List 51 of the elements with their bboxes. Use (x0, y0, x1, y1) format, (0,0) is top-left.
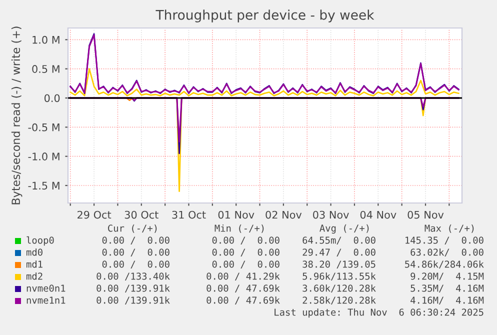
text: 3.60k/120.28k (302, 284, 376, 293)
x-tick-label: 04 Nov (360, 210, 396, 219)
text: 64.55m/ 0.00 (302, 236, 376, 245)
x-tick-label: 29 Oct (78, 210, 112, 219)
text: 0.00 /139.91k (96, 296, 170, 305)
text: 9.20M/ 4.15M (410, 272, 484, 281)
text: 5.96k/113.55k (302, 272, 376, 281)
text: 0.00 / 0.00 (212, 260, 280, 269)
legend-label: md0 (26, 248, 42, 256)
text: 0.00 / 47.69k (206, 296, 280, 305)
legend-label: md1 (26, 260, 42, 268)
text: 145.35 / 0.00 (406, 236, 484, 245)
text: 0.00 / 0.00 (212, 248, 280, 257)
text: 29.47 / 0.00 (302, 248, 376, 257)
x-tick-label: 02 Nov (266, 210, 302, 219)
legend-label: md2 (26, 272, 42, 280)
text: 0.00 / 0.00 (212, 236, 280, 245)
text: 63.02k/ 0.00 (410, 248, 484, 257)
x-tick-label: 01 Nov (218, 210, 254, 219)
y-tick-label: 1.0 M (32, 36, 60, 44)
text: 0.00 / 0.00 (102, 260, 170, 269)
x-tick-label: 05 Nov (408, 210, 444, 219)
legend-label: nvme1n1 (26, 296, 66, 304)
y-axis-title: Bytes/second read (-) / write (+) (11, 26, 22, 204)
text: 4.16M/ 4.16M (410, 296, 484, 305)
text: 2.58k/120.28k (302, 296, 376, 305)
legend-label: nvme0n1 (26, 284, 66, 292)
y-tick-label: -1.0 M (28, 152, 60, 160)
text: Max (-/+) (424, 224, 474, 233)
text: 0.00 / 41.29k (206, 272, 280, 281)
y-tick-label: 0.5 M (32, 65, 60, 73)
text: Avg (-/+) (320, 224, 369, 234)
text: Cur (-/+) (108, 224, 157, 233)
chart-title: Throughput per device - by week (156, 10, 374, 22)
x-tick-label: 31 Oct (172, 210, 206, 219)
legend-label: loop0 (26, 236, 54, 246)
y-tick-label: -0.5 M (28, 123, 60, 132)
text: Min (-/+) (214, 224, 264, 233)
text: Last update: Thu Nov 6 06:30:24 2025 (274, 308, 484, 318)
y-tick-label: 0.0 (44, 94, 60, 102)
y-tick-label: -1.5 M (28, 182, 60, 190)
text: 0.00 / 47.69k (206, 284, 280, 293)
text: 38.20 /139.05 (302, 260, 376, 269)
text: 0.00 /139.91k (96, 284, 170, 293)
text: 5.35M/ 4.16M (410, 284, 484, 293)
text: 0.00 / 0.00 (102, 248, 170, 257)
text: 54.86k/284.06k (405, 260, 484, 269)
x-tick-label: 30 Oct (124, 210, 158, 219)
text: 0.00 / 0.00 (102, 236, 170, 245)
text: 0.00 /133.40k (96, 272, 170, 281)
x-tick-label: 03 Nov (313, 210, 349, 219)
